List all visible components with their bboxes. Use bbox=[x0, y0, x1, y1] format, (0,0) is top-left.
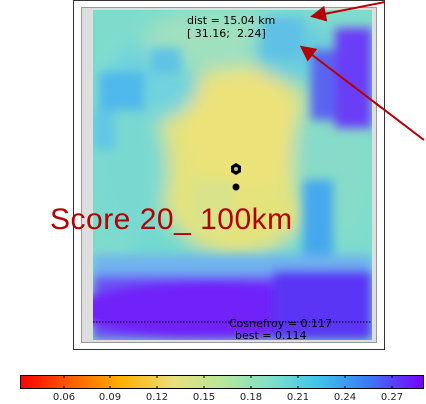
colorbar-tick: 0.12 bbox=[145, 392, 169, 403]
score-heatmap[interactable] bbox=[93, 10, 372, 340]
station-marker bbox=[231, 163, 241, 175]
figure-frame bbox=[73, 0, 385, 350]
distance-label: dist = 15.04 km bbox=[187, 14, 276, 27]
colorbar-tick: 0.09 bbox=[98, 392, 122, 403]
colorbar-tick: 0.15 bbox=[192, 392, 216, 403]
best-score-label: best = 0.114 bbox=[235, 329, 307, 342]
colorbar-tick: 0.21 bbox=[286, 392, 310, 403]
colorbar-tick: 0.27 bbox=[380, 392, 404, 403]
best-point-marker bbox=[232, 183, 240, 191]
colorbar bbox=[20, 374, 424, 389]
colorbar-tick: 0.24 bbox=[333, 392, 357, 403]
colorbar-tick: 0.18 bbox=[239, 392, 263, 403]
station-score-label: Cosnefroy = 0.117 bbox=[229, 317, 332, 330]
map-panel bbox=[81, 7, 377, 343]
score-overlay-text: Score 20_ 100km bbox=[50, 203, 293, 236]
coordinate-label: [ 31.16; 2.24] bbox=[187, 27, 266, 40]
colorbar-tick: 0.06 bbox=[52, 392, 76, 403]
